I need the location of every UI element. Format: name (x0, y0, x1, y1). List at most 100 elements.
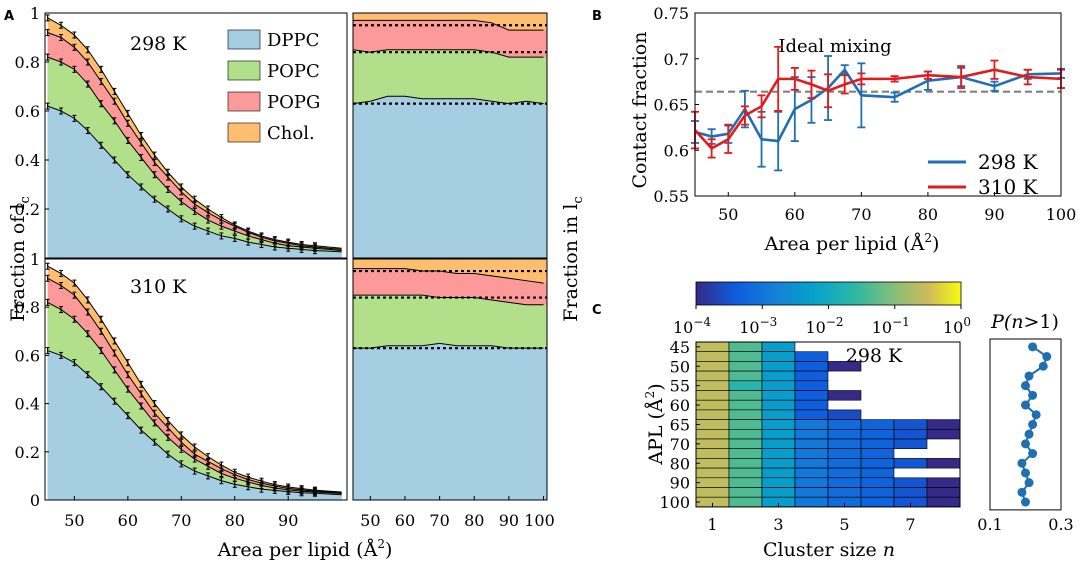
a-bottom-temperature: 310 K (130, 276, 187, 298)
heatmap-cell (794, 458, 829, 469)
heatmap-cell (926, 419, 961, 430)
heatmap-cell (695, 390, 730, 401)
heatmap-cell (761, 438, 796, 449)
c-ytick: 80 (670, 454, 690, 473)
heatmap-cell (695, 370, 730, 382)
side-point (1017, 458, 1027, 468)
a-left-xtick: 80 (225, 511, 245, 530)
heatmap-cell (794, 487, 829, 498)
heatmap-cell (860, 448, 895, 459)
b-ytick: 0.65 (653, 96, 689, 115)
legend-swatch-popg (227, 91, 261, 112)
a-top-temperature: 298 K (130, 33, 187, 55)
legend-swatch-dppc (227, 29, 261, 50)
c-ytick: 60 (670, 396, 690, 415)
c-ytick: 70 (670, 435, 690, 454)
legend-swatch-chol (227, 122, 261, 143)
heatmap-cell (728, 477, 763, 488)
heatmap-cell (926, 487, 961, 498)
side-point (1024, 478, 1034, 488)
heatmap-cell (794, 496, 829, 508)
heatmap-cell (695, 409, 730, 420)
panel-label-a: A (4, 9, 14, 24)
panel-c: 10−4 10−3 10−2 10−1 100 45505560657080901001… (643, 281, 1074, 561)
heatmap-cell (728, 458, 763, 469)
colorbar-gradient (695, 281, 962, 306)
c-temperature: 298 K (846, 345, 903, 367)
a-ytick-top: 0.4 (15, 151, 40, 170)
heatmap-cell (761, 409, 796, 420)
heatmap-cell (728, 467, 763, 479)
a-ytick-bottom: 1 (30, 250, 40, 269)
c-xtick: 7 (905, 515, 915, 534)
heatmap-cell (860, 428, 895, 440)
heatmap-cell (860, 438, 895, 449)
heatmap-cell (695, 458, 730, 469)
b-ytick: 0.7 (664, 50, 689, 69)
a-ytick-bottom: 0.8 (15, 298, 40, 317)
a-ytick-bottom: 0.4 (15, 395, 40, 414)
axes-frame-bottom (44, 258, 348, 501)
c-xtick: 1 (707, 515, 717, 534)
legend-label-dppc: DPPC (267, 30, 319, 51)
heatmap-cell (827, 428, 862, 440)
axes-frame-top-right (352, 12, 548, 259)
heatmap-cell (926, 458, 961, 469)
colorbar-tick: 10−3 (739, 315, 777, 337)
side-point (1024, 429, 1034, 439)
side-point (1038, 361, 1048, 371)
heatmap-cell (893, 438, 928, 449)
heatmap-cell (860, 467, 895, 479)
a-ytick-bottom: 0.2 (15, 443, 40, 462)
side-point (1021, 400, 1030, 410)
heatmap-cell (893, 458, 928, 469)
heatmap-cell (761, 458, 796, 469)
panel-a: 298 K 310 K DPPC POPC POPG Chol. Fractio… (7, 4, 586, 561)
heatmap-cell (794, 409, 829, 420)
panel-label-c: C (592, 303, 602, 318)
heatmap-cell (695, 438, 730, 449)
c-xtick: 3 (773, 515, 783, 534)
heatmap-cell (827, 458, 862, 469)
heatmap-cell (761, 448, 796, 459)
a-top-right-plot (352, 12, 548, 259)
a-legend: DPPC POPC POPG Chol. (227, 29, 320, 144)
heatmap-cell (827, 419, 862, 430)
legend-label-popg: POPG (267, 92, 320, 113)
a-right-xtick: 80 (464, 511, 484, 530)
heatmap-cell (728, 390, 763, 401)
boundary-line-popc-bottom-right (353, 294, 544, 306)
heatmap-cell (860, 496, 895, 508)
colorbar-tick: 10−1 (872, 315, 910, 337)
colorbar-tick-exponent: −4 (693, 315, 711, 329)
b-xtick: 60 (785, 205, 805, 224)
heatmap-cell (794, 390, 829, 401)
heatmap-cell (761, 428, 796, 440)
heatmap-cell (860, 419, 895, 430)
c-colorbar: 10−4 10−3 10−2 10−1 100 (673, 281, 971, 337)
a-right-xtick: 50 (360, 511, 380, 530)
b-ytick: 0.55 (653, 187, 689, 206)
heatmap-cell (728, 448, 763, 459)
heatmap-cell (827, 448, 862, 459)
heatmap-cell (695, 487, 730, 498)
heatmap-cell (893, 419, 928, 430)
b-ytick: 0.75 (653, 4, 689, 23)
side-axes-frame (989, 338, 1062, 511)
c-side-title: P(n>1) (990, 311, 1059, 333)
c-ytick: 65 (670, 415, 690, 434)
heatmap-cell (794, 380, 829, 391)
side-point (1031, 410, 1041, 420)
c-ytick: 50 (670, 357, 690, 376)
colorbar-tick: 10−4 (673, 315, 711, 337)
heatmap-cell (794, 361, 829, 372)
b-xtick: 100 (1046, 205, 1077, 224)
c-ytick: 90 (670, 474, 690, 493)
a-right-ylabel: Fraction in lc (560, 196, 586, 321)
c-ylabel: APL (Å2) (643, 383, 667, 465)
heatmap-cell (695, 380, 730, 391)
heatmap-cell (794, 467, 829, 479)
heatmap-cell (695, 428, 730, 440)
side-point (1028, 419, 1038, 429)
